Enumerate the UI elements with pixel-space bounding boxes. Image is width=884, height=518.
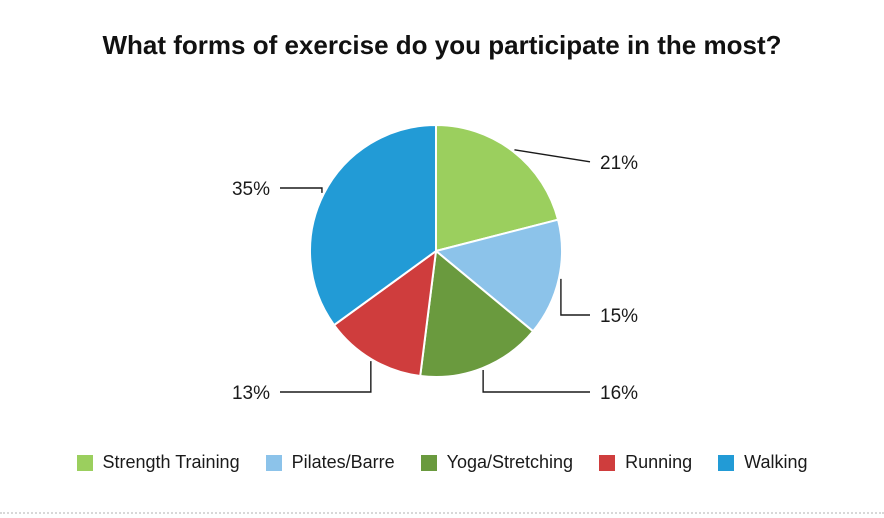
legend-swatch (420, 454, 437, 471)
legend-swatch (599, 454, 616, 471)
pie-slice-running (332, 248, 438, 378)
leader-line-yoga-stretching (482, 370, 590, 393)
legend-item-pilates-barre: Pilates/Barre (265, 452, 395, 473)
leader-line-running (280, 361, 372, 393)
legend-label: Walking (744, 452, 808, 472)
pie-slice-walking (309, 123, 437, 327)
pie-slice-yoga-stretching (419, 249, 535, 378)
legend-label: Pilates/Barre (291, 452, 395, 472)
legend-label: Strength Training (102, 452, 240, 472)
pie-slices (309, 123, 563, 378)
percent-label-pilates-barre: 15% (600, 306, 638, 327)
legend-swatch (265, 454, 282, 471)
legend-item-running: Running (599, 452, 692, 473)
percent-label-running: 13% (232, 383, 270, 404)
pie-slice-strength-training (435, 123, 560, 253)
chart-title: What forms of exercise do you participat… (102, 30, 782, 60)
legend-label: Yoga/Stretching (446, 452, 574, 472)
bottom-divider (0, 512, 884, 514)
legend-swatch (76, 454, 93, 471)
leader-line-strength-training (514, 149, 591, 163)
legend-item-strength-training: Strength Training (76, 452, 240, 473)
pie-slice-pilates-barre (433, 218, 563, 333)
legend-swatch (718, 454, 735, 471)
legend-item-yoga-stretching: Yoga/Stretching (420, 452, 574, 473)
legend: Strength Training Pilates/Barre Yoga/Stret… (0, 452, 884, 473)
legend-label: Running (625, 452, 693, 472)
percent-label-strength-training: 21% (600, 153, 638, 174)
percent-labels: 21% 15% 16% 13% 35% (232, 153, 638, 404)
legend-item-walking: Walking (718, 452, 808, 473)
percent-label-yoga-stretching: 16% (600, 383, 638, 404)
leader-lines (280, 149, 591, 393)
leader-line-pilates-barre (560, 278, 590, 316)
leader-line-walking (280, 187, 323, 193)
percent-label-walking: 35% (232, 179, 270, 200)
